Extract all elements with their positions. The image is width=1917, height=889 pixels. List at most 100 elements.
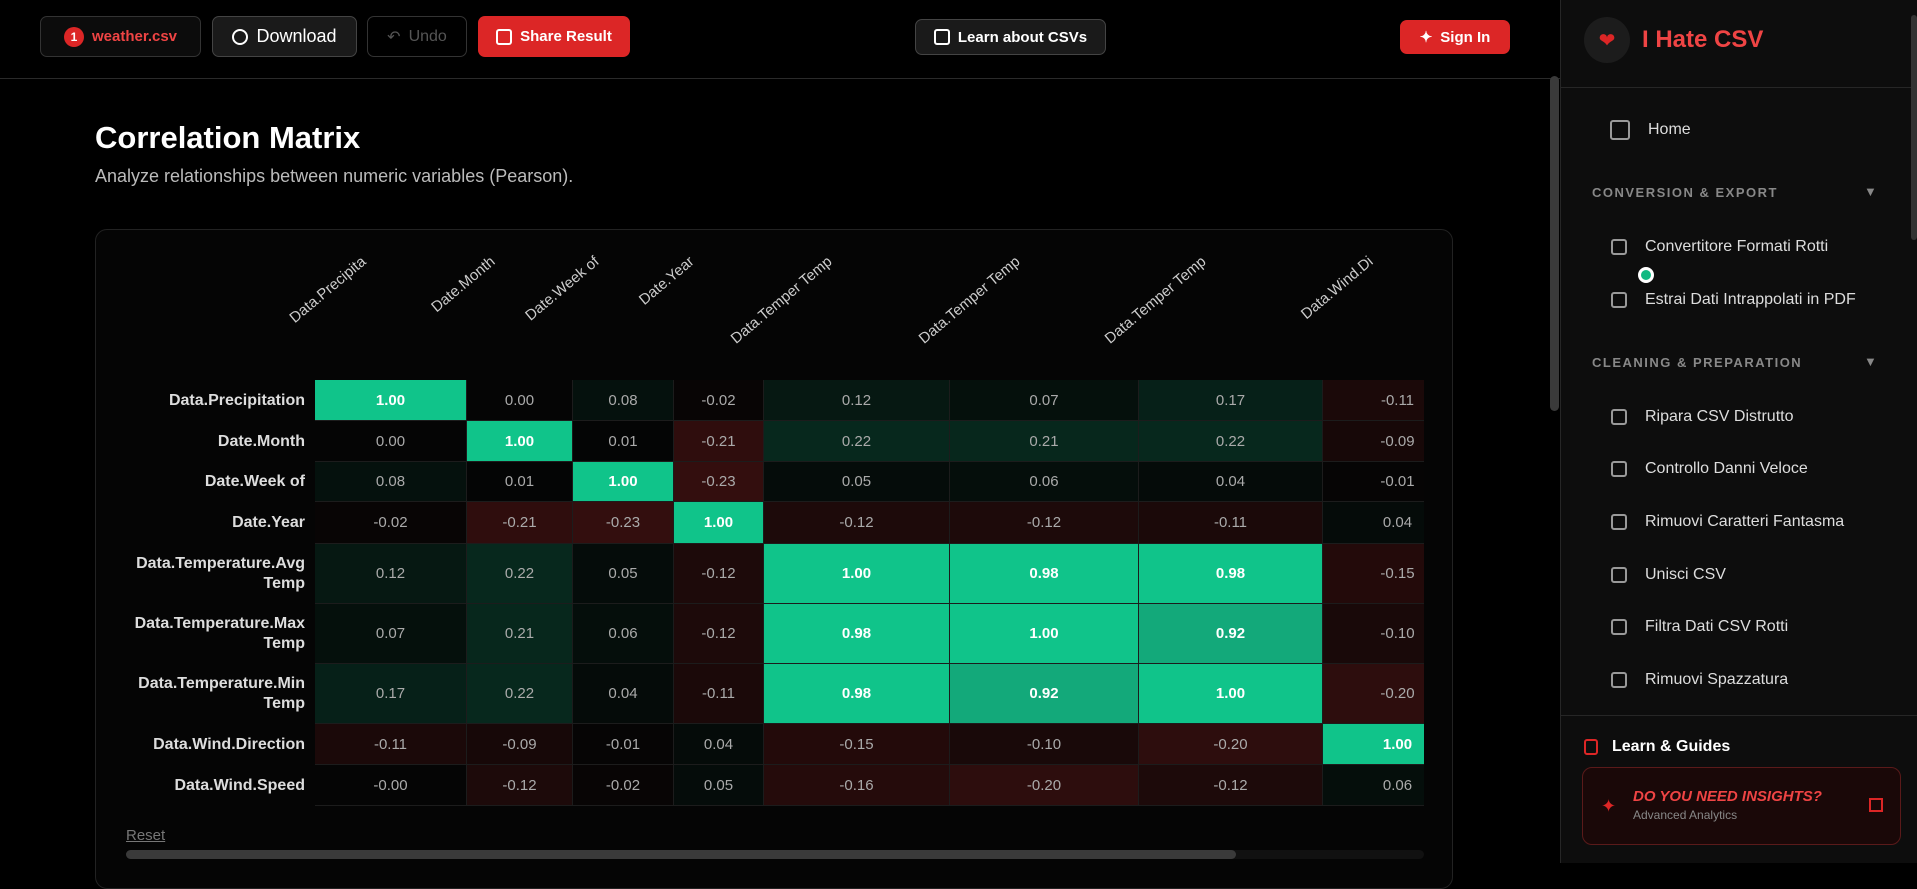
undo-button[interactable]: ↶ Undo — [367, 16, 467, 57]
matrix-cell: -0.02 — [315, 502, 467, 544]
matrix-cell: 0.04 — [573, 664, 674, 724]
nav-item[interactable]: Convertitore Formati Rotti — [1601, 235, 1828, 259]
nav-icon — [1611, 619, 1627, 635]
matrix-cell: -0.16 — [764, 765, 950, 806]
matrix-cell: -0.10 — [950, 724, 1139, 765]
matrix-cell: -0.10 — [1323, 604, 1424, 664]
nav-item[interactable]: Rimuovi Caratteri Fantasma — [1601, 510, 1844, 534]
reset-link[interactable]: Reset — [126, 827, 166, 844]
nav-label: Rimuovi Caratteri Fantasma — [1645, 513, 1845, 530]
matrix-cell: 1.00 — [573, 462, 674, 502]
promo-card[interactable]: ✦ DO YOU NEED INSIGHTS? Advanced Analyti… — [1582, 767, 1901, 845]
h-scroll-thumb[interactable] — [126, 850, 1236, 859]
learn-guides-link[interactable]: Learn & Guides — [1584, 736, 1730, 758]
nav-item[interactable]: Filtra Dati CSV Rotti — [1601, 615, 1788, 639]
row-label: Date.Year — [232, 514, 305, 531]
share-button[interactable]: Share Result — [478, 16, 630, 57]
brand-logo: ❤ — [1584, 17, 1630, 63]
nav-icon — [1611, 409, 1627, 425]
matrix-cell: -0.02 — [674, 380, 764, 421]
matrix-cell: -0.00 — [315, 765, 467, 806]
home-link[interactable]: Home — [1600, 118, 1691, 142]
download-button[interactable]: Download — [212, 16, 357, 57]
matrix-cell: -0.11 — [1139, 502, 1323, 544]
matrix-cell: 0.04 — [1323, 502, 1424, 544]
column-label: Data.Temper Temp — [915, 252, 1023, 348]
matrix-cell: -0.15 — [764, 724, 950, 765]
sidebar: ❤ I Hate CSV Home Learn & Guides ✦ DO YO… — [1560, 0, 1917, 863]
nav-label: Ripara CSV Distrutto — [1645, 408, 1794, 425]
row-label: Data.Wind.Direction — [153, 735, 305, 753]
v-scroll-thumb[interactable] — [1550, 76, 1559, 411]
matrix-cell: 0.98 — [764, 604, 950, 664]
matrix-cell: 0.08 — [573, 380, 674, 421]
section-chevron[interactable]: ▼ — [1864, 354, 1877, 369]
sidebar-scroll-thumb[interactable] — [1911, 15, 1917, 240]
matrix-cell: -0.21 — [674, 421, 764, 462]
section-chevron[interactable]: ▼ — [1864, 184, 1877, 199]
promo-title: DO YOU NEED INSIGHTS? — [1633, 788, 1822, 805]
nav-icon — [1611, 461, 1627, 477]
matrix-cell: 0.07 — [315, 604, 467, 664]
matrix-cell: 0.17 — [1139, 380, 1323, 421]
matrix-cell: 0.22 — [467, 664, 573, 724]
nav-icon — [1611, 567, 1627, 583]
matrix-cell: -0.15 — [1323, 544, 1424, 604]
matrix-cell: -0.20 — [1139, 724, 1323, 765]
nav-item[interactable]: Unisci CSV — [1601, 563, 1726, 587]
matrix-cell: 1.00 — [764, 544, 950, 604]
matrix-cell: 0.06 — [1323, 765, 1424, 806]
share-label: Share Result — [520, 28, 612, 45]
section-title[interactable]: CONVERSION & EXPORT — [1592, 185, 1778, 200]
matrix-cell: 0.06 — [573, 604, 674, 664]
sidebar-divider — [1561, 87, 1917, 88]
matrix-cell: 0.92 — [1139, 604, 1323, 664]
nav-label: Unisci CSV — [1645, 566, 1726, 583]
section-title[interactable]: CLEANING & PREPARATION — [1592, 355, 1803, 370]
matrix-cell: 0.92 — [950, 664, 1139, 724]
matrix-cell: 0.98 — [1139, 544, 1323, 604]
matrix-cell: 0.17 — [315, 664, 467, 724]
promo-icon: ✦ — [1601, 796, 1617, 816]
page-title: Correlation Matrix — [95, 120, 361, 155]
nav-item[interactable]: Estrai Dati Intrappolati in PDF — [1601, 288, 1856, 312]
nav-item[interactable]: Controllo Danni Veloce — [1601, 457, 1808, 481]
matrix-cell: -0.20 — [950, 765, 1139, 806]
cursor-indicator — [1638, 267, 1654, 283]
promo-subtitle: Advanced Analytics — [1633, 808, 1738, 822]
matrix-cell: 0.12 — [315, 544, 467, 604]
nav-label: Controllo Danni Veloce — [1645, 460, 1808, 477]
matrix-cell: 0.00 — [467, 380, 573, 421]
brand-name[interactable]: I Hate CSV — [1642, 26, 1764, 53]
matrix-cell: -0.11 — [1323, 380, 1424, 421]
matrix-cell: 0.21 — [950, 421, 1139, 462]
nav-label: Rimuovi Spazzatura — [1645, 671, 1789, 688]
matrix-cell: 0.08 — [315, 462, 467, 502]
file-button[interactable]: 1 weather.csv — [40, 16, 201, 57]
row-label: Data.Temperature.Avg Temp — [136, 555, 305, 592]
matrix-cell: 0.07 — [950, 380, 1139, 421]
undo-icon: ↶ — [387, 28, 401, 46]
nav-icon — [1611, 239, 1627, 255]
home-icon — [1610, 120, 1630, 140]
matrix-cell: -0.12 — [674, 544, 764, 604]
share-icon — [496, 28, 513, 45]
matrix-cell: 0.01 — [467, 462, 573, 502]
nav-label: Convertitore Formati Rotti — [1645, 238, 1829, 255]
nav-item[interactable]: Ripara CSV Distrutto — [1601, 405, 1794, 429]
sign-in-button[interactable]: ✦ Sign In — [1400, 20, 1510, 54]
matrix-cell: -0.12 — [674, 604, 764, 664]
learn-guides-label: Learn & Guides — [1612, 738, 1731, 755]
matrix-cell: 0.04 — [1139, 462, 1323, 502]
matrix-cell: 1.00 — [950, 604, 1139, 664]
learn-guides-icon — [1584, 739, 1598, 755]
nav-item[interactable]: Rimuovi Spazzatura — [1601, 668, 1788, 692]
matrix-cell: 0.22 — [1139, 421, 1323, 462]
matrix-cell: 1.00 — [1139, 664, 1323, 724]
file-name: weather.csv — [91, 28, 178, 45]
matrix-cell: -0.12 — [950, 502, 1139, 544]
learn-button[interactable]: Learn about CSVs — [915, 19, 1106, 55]
row-label: Data.Temperature.Min Temp — [138, 675, 305, 712]
